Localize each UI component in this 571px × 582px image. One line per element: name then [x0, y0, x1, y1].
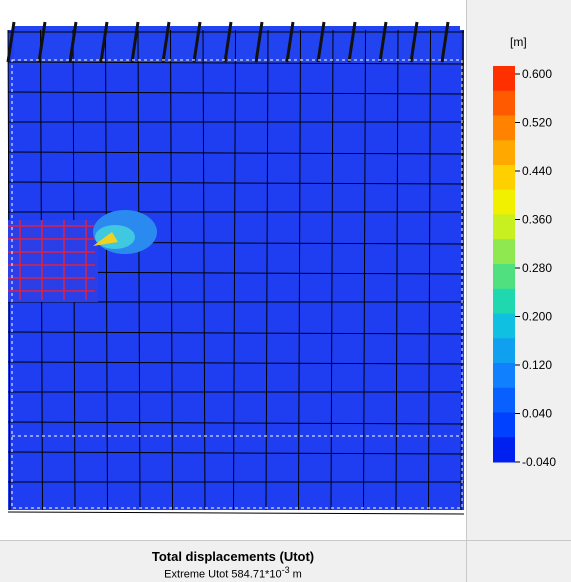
support — [130, 21, 140, 63]
colorbar-label: 0.200 — [522, 310, 552, 324]
colorbar-segment — [493, 140, 515, 166]
colorbar-segment — [493, 115, 515, 141]
excavation — [8, 220, 98, 302]
colorbar-segment — [493, 338, 515, 364]
support — [161, 21, 171, 63]
extreme-exponent: -3 — [281, 565, 290, 575]
hotspot — [93, 232, 118, 246]
mesh-line — [363, 29, 366, 511]
support — [409, 21, 419, 63]
colorbar-segment — [493, 288, 515, 314]
colorbar: 0.600 0.520 0.440 0.360 0.280 0.200 0.120 0.040… — [493, 66, 556, 469]
colorbar-label: 0.600 — [522, 67, 552, 81]
mesh-line — [7, 151, 465, 155]
support — [254, 21, 264, 63]
mesh-line — [7, 331, 465, 335]
colorbar-segment — [493, 90, 515, 116]
caption-extreme: Extreme Utot 584.71*10-3 m — [0, 565, 466, 581]
mesh-line — [330, 29, 334, 511]
mesh-line — [233, 29, 236, 511]
mesh-line — [265, 29, 269, 511]
colorbar-segment — [493, 239, 515, 265]
colorbar-label: 0.040 — [522, 407, 552, 421]
colorbar-segment — [493, 264, 515, 290]
colorbar-segment — [493, 363, 515, 389]
mesh-line — [7, 91, 465, 95]
support — [37, 21, 47, 63]
mesh-line — [7, 451, 465, 455]
colorbar-segment — [493, 387, 515, 413]
legend-unit: [m] — [510, 35, 527, 49]
support — [99, 21, 109, 63]
colorbar-label: 0.520 — [522, 116, 552, 130]
colorbar-label: -0.040 — [522, 455, 556, 469]
mesh-line — [395, 29, 399, 511]
support — [378, 21, 388, 63]
colorbar-segment — [493, 437, 515, 463]
mesh-line — [298, 29, 301, 511]
support — [347, 21, 357, 63]
support — [223, 21, 233, 63]
boundary — [11, 59, 463, 509]
mesh-line — [202, 29, 206, 511]
colorbar-label: 0.120 — [522, 358, 552, 372]
support — [192, 21, 202, 63]
colorbar-segment — [493, 189, 515, 215]
mesh-line — [170, 29, 173, 511]
mesh-line — [7, 361, 465, 365]
mesh-line — [7, 421, 465, 425]
legend-panel — [467, 0, 571, 582]
support — [6, 21, 16, 63]
mesh-line — [105, 29, 108, 511]
colorbar-segment — [493, 214, 515, 240]
extreme-unit: m — [292, 568, 302, 581]
mesh-line — [137, 29, 141, 511]
support — [285, 21, 295, 63]
reinforcement — [8, 220, 95, 300]
colorbar-label: 0.280 — [522, 261, 552, 275]
support — [440, 21, 450, 63]
mesh-line — [428, 29, 431, 511]
mesh-line — [7, 181, 465, 185]
extreme-text: Extreme Utot 584.71*10 — [164, 568, 282, 581]
support — [68, 21, 78, 63]
colorbar-segment — [493, 412, 515, 438]
colorbar-label: 0.440 — [522, 164, 552, 178]
mesh-line — [7, 61, 465, 65]
mesh-lines — [6, 21, 465, 515]
colorbar-segment — [493, 313, 515, 339]
mesh-line — [7, 511, 465, 515]
colorbar-label: 0.360 — [522, 213, 552, 227]
colorbar-segment — [493, 66, 515, 92]
caption-title: Total displacements (Utot) — [151, 549, 315, 564]
colorbar-segment — [493, 165, 515, 191]
caption-panel — [0, 540, 466, 582]
support — [316, 21, 326, 63]
